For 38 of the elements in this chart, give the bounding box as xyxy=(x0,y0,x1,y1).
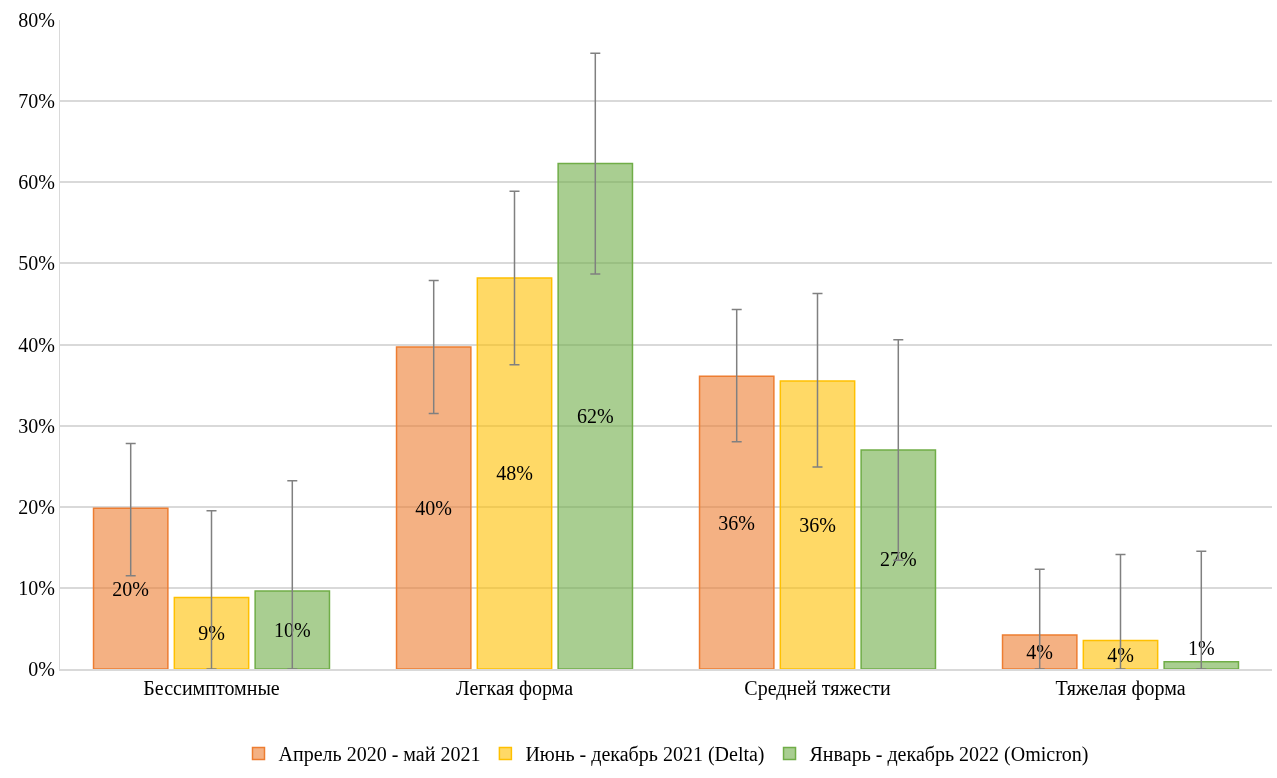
y-tick-label: 60% xyxy=(18,171,55,194)
data-label: 4% xyxy=(1026,640,1054,663)
data-label: 4% xyxy=(1107,643,1134,666)
x-tick-label: Бессимптомные xyxy=(143,676,280,699)
bar xyxy=(254,590,331,669)
legend-label: Июнь - декабрь 2021 (Delta) xyxy=(525,743,765,767)
y-tick-label: 70% xyxy=(18,90,55,113)
bar xyxy=(173,596,250,669)
y-tick-label: 20% xyxy=(18,495,55,518)
x-tick-label: Средней тяжести xyxy=(744,676,891,700)
y-tick-label: 40% xyxy=(18,333,55,356)
bar xyxy=(557,162,634,669)
bar xyxy=(476,277,553,669)
data-label: 27% xyxy=(879,548,917,571)
legend-label: Январь - декабрь 2022 (Omicron) xyxy=(809,743,1089,767)
data-label: 20% xyxy=(112,577,150,600)
y-tick-label: 10% xyxy=(18,576,55,599)
x-tick-label: Тяжелая форма xyxy=(1055,676,1186,700)
data-label: 36% xyxy=(799,514,836,537)
bar xyxy=(698,375,775,669)
bar xyxy=(1163,660,1240,669)
y-tick-label: 80% xyxy=(18,9,55,31)
data-label: 1% xyxy=(1187,636,1215,659)
bar xyxy=(395,346,472,669)
y-tick-label: 0% xyxy=(28,658,55,680)
bar xyxy=(1001,634,1078,669)
legend-label: Апрель 2020 - май 2021 xyxy=(278,743,481,767)
data-label: 62% xyxy=(576,405,614,428)
bar xyxy=(779,380,856,669)
data-label: 36% xyxy=(718,511,756,534)
y-tick-label: 30% xyxy=(18,414,55,437)
x-tick-label: Легкая форма xyxy=(455,676,574,700)
bar xyxy=(92,507,169,669)
data-label: 9% xyxy=(198,622,225,645)
data-label: 48% xyxy=(496,462,533,485)
data-label: 40% xyxy=(415,496,453,519)
y-tick-label: 50% xyxy=(18,252,55,275)
bar xyxy=(860,449,937,669)
